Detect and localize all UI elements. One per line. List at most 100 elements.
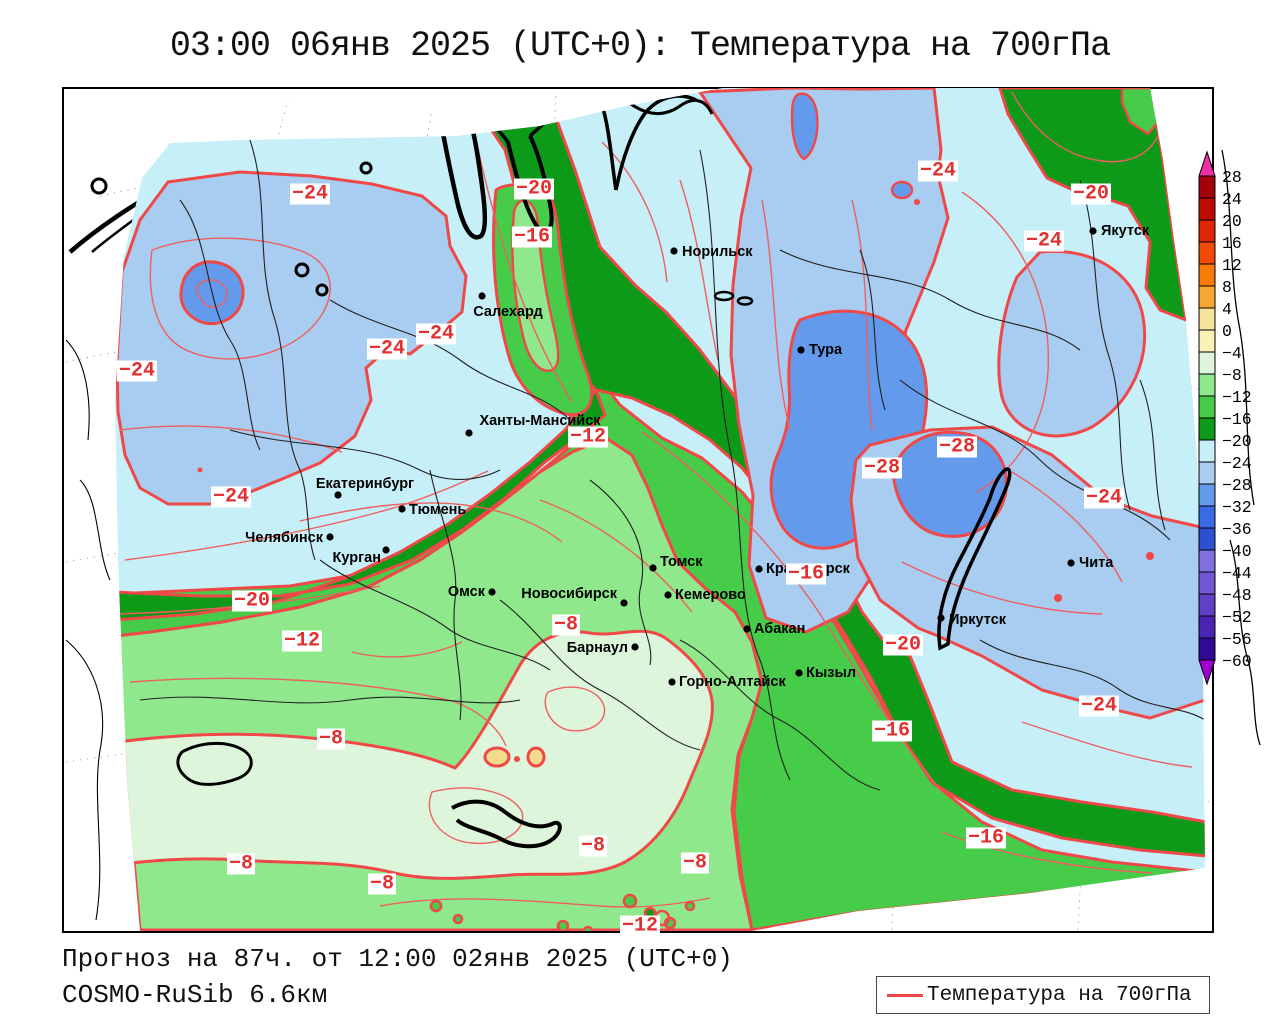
colorbar-tick-label: 0 <box>1222 322 1232 341</box>
colorbar-tick-label: −56 <box>1222 630 1252 649</box>
colorbar-tick-label: −44 <box>1222 564 1252 583</box>
city-marker <box>326 533 334 541</box>
city-marker <box>797 346 805 354</box>
contour-label: −24 <box>415 322 457 346</box>
contour-label: −8 <box>551 613 581 637</box>
city-label: Салехард <box>473 304 542 320</box>
city-label: Омск <box>448 584 486 600</box>
city-marker <box>668 678 676 686</box>
thin-contours <box>115 91 1193 908</box>
contour-label: −8 <box>226 852 256 876</box>
city-marker <box>649 564 657 572</box>
city-label: Тюмень <box>409 502 466 518</box>
city-label: Тура <box>809 342 843 358</box>
colorbar-tick-label: −60 <box>1222 652 1252 671</box>
colorbar-segment <box>1198 461 1216 485</box>
city-label: Челябинск <box>245 530 324 546</box>
city-marker <box>631 643 639 651</box>
colorbar-tick-label: −28 <box>1222 476 1252 495</box>
city-marker <box>478 292 486 300</box>
colorbar-segment <box>1198 439 1216 463</box>
contour-label: −16 <box>511 225 553 249</box>
city-label: Барнаул <box>567 640 628 656</box>
region-minus28-32-sliver <box>790 92 819 161</box>
city-label: Норильск <box>682 244 753 260</box>
colorbar-arrow-below-minus60 <box>1198 659 1216 686</box>
contour-label: −8 <box>680 851 710 875</box>
contour-label: −12 <box>281 629 323 653</box>
contour-label: −28 <box>861 456 903 480</box>
city-marker <box>743 625 751 633</box>
region-minus4-8 <box>116 629 714 880</box>
legend-box: Температура на 700гПа <box>876 976 1210 1014</box>
city-label: Ханты-Мансийск <box>479 413 601 429</box>
contour-label: −20 <box>231 589 273 613</box>
temperature-colorbar: 28 24 20 16 12 8 4 0 −4 −8 −12 −16 −20 −24 −28 −32 −36 −4… <box>1198 150 1252 686</box>
contour-label: −28 <box>936 435 978 459</box>
city-marker <box>382 546 390 554</box>
colorbar-tick-label: 12 <box>1222 256 1242 275</box>
city-label: Абакан <box>754 621 805 637</box>
city-marker <box>755 565 763 573</box>
colorbar-tick-label: −24 <box>1222 454 1252 473</box>
colorbar-segment <box>1198 219 1216 243</box>
colorbar-tick-label: −20 <box>1222 432 1252 451</box>
colorbar-segment <box>1198 571 1216 595</box>
lake-zaysan <box>176 741 253 786</box>
model-info: COSMO-RuSib 6.6км <box>62 980 328 1010</box>
city-marker <box>1089 227 1097 235</box>
contour-label: −16 <box>871 719 913 743</box>
city-label: Кызыл <box>806 665 856 681</box>
contour-label: −20 <box>882 633 924 657</box>
colorbar-tick-label: 16 <box>1222 234 1242 253</box>
colorbar-segment <box>1198 197 1216 221</box>
colorbar-segment <box>1198 505 1216 529</box>
contour-label: −24 <box>1083 486 1125 510</box>
city-marker <box>664 591 672 599</box>
contour-label: −24 <box>116 359 158 383</box>
city-marker <box>795 669 803 677</box>
colorbar-tick-label: 8 <box>1222 278 1232 297</box>
city-label: Якутск <box>1101 223 1150 239</box>
city-label: Иркутск <box>949 612 1007 628</box>
contour-label: −24 <box>210 485 252 509</box>
city-marker <box>670 247 678 255</box>
filled-contour-regions <box>115 88 1205 931</box>
contour-label: −16 <box>965 826 1007 850</box>
colorbar-segment <box>1198 615 1216 639</box>
page-title: 03:00 06янв 2025 (UTC+0): Температура на… <box>169 26 1111 66</box>
city-marker <box>488 588 496 596</box>
city-label: Екатеринбург <box>316 476 414 492</box>
colorbar-segment <box>1198 285 1216 309</box>
contour-label: −24 <box>366 337 408 361</box>
colorbar-tick-label: −16 <box>1222 410 1252 429</box>
colorbar-tick-label: −52 <box>1222 608 1252 627</box>
contour-label: −16 <box>785 562 827 586</box>
colorbar-tick-label: −32 <box>1222 498 1252 517</box>
city-label: Горно-Алтайск <box>679 674 786 690</box>
forecast-info: Прогноз на 87ч. от 12:00 02янв 2025 (UTC… <box>62 944 733 974</box>
city-label: Курган <box>333 550 381 566</box>
region-minus24-28-yakutsk-se <box>997 249 1147 438</box>
contour-label: −20 <box>513 177 555 201</box>
colorbar-segment <box>1198 593 1216 617</box>
colorbar-segment <box>1198 395 1216 419</box>
contour-label: −12 <box>567 425 609 449</box>
city-marker <box>398 505 406 513</box>
lake-baikal <box>937 467 1012 651</box>
colorbar-segment <box>1198 527 1216 551</box>
region-minus12-16-corner <box>1120 88 1160 136</box>
city-label: Томск <box>660 554 703 570</box>
legend-line-sample <box>887 993 923 997</box>
legend-label: Температура на 700гПа <box>927 983 1192 1007</box>
region-minus28-32-spot <box>890 180 914 200</box>
city-marker <box>334 491 342 499</box>
colorbar-tick-label: −48 <box>1222 586 1252 605</box>
city-marker <box>620 599 628 607</box>
colorbar-tick-label: −8 <box>1222 366 1242 385</box>
contour-label: −8 <box>316 727 346 751</box>
contour-label: −8 <box>367 872 397 896</box>
city-label: Новосибирск <box>521 586 617 602</box>
